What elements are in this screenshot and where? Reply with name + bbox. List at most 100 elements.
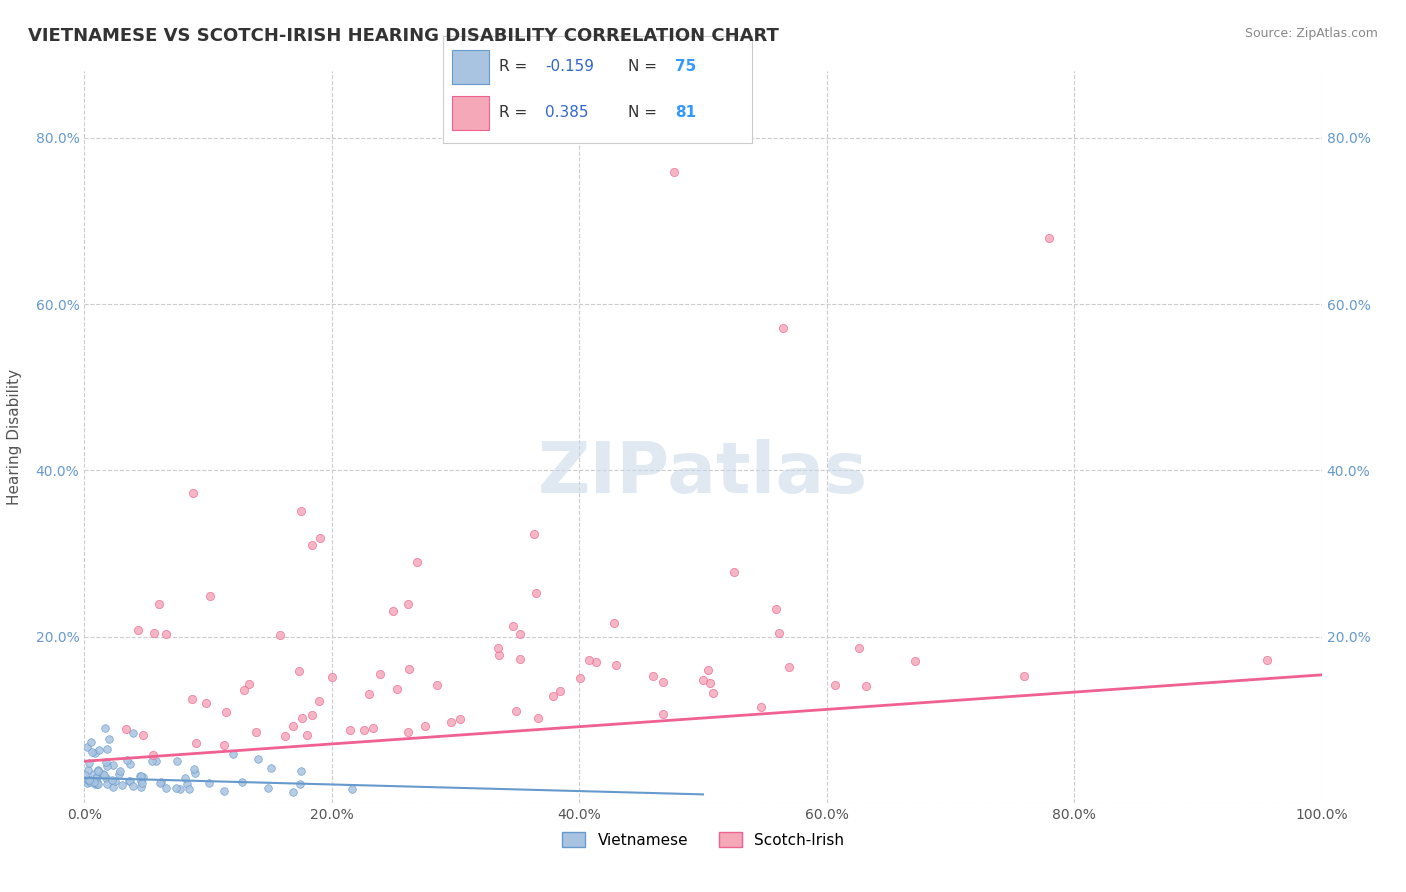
- Point: [523, 526, 546, 541]
- Point: [246, 752, 269, 766]
- Point: [169, 781, 191, 796]
- Point: [488, 648, 510, 662]
- Point: [89, 743, 111, 757]
- Point: [100, 772, 122, 787]
- Point: [87, 763, 110, 777]
- Point: [290, 777, 312, 791]
- Point: [83, 767, 105, 781]
- Point: [149, 775, 172, 789]
- Point: [652, 675, 675, 690]
- Point: [585, 655, 607, 669]
- Point: [398, 662, 420, 676]
- Point: [166, 754, 188, 768]
- Point: [550, 684, 572, 698]
- Text: Source: ZipAtlas.com: Source: ZipAtlas.com: [1244, 27, 1378, 40]
- Point: [200, 589, 222, 603]
- Point: [1256, 653, 1278, 667]
- Point: [297, 728, 319, 742]
- Point: [103, 758, 125, 772]
- Point: [87, 777, 110, 791]
- Point: [848, 640, 870, 655]
- Point: [155, 626, 177, 640]
- Point: [97, 732, 120, 747]
- Point: [77, 773, 100, 788]
- Point: [357, 687, 380, 701]
- Point: [778, 659, 800, 673]
- Point: [257, 780, 280, 795]
- Text: N =: N =: [628, 105, 662, 120]
- Point: [165, 781, 187, 796]
- Point: [288, 665, 311, 679]
- Text: 0.385: 0.385: [546, 105, 589, 120]
- Point: [662, 165, 685, 179]
- Point: [176, 777, 198, 791]
- Point: [212, 738, 235, 752]
- Point: [543, 690, 565, 704]
- Point: [290, 504, 312, 518]
- Point: [79, 775, 101, 789]
- Point: [772, 321, 794, 335]
- Point: [115, 723, 138, 737]
- Point: [290, 764, 312, 779]
- Point: [75, 772, 97, 787]
- Point: [122, 779, 145, 793]
- Point: [505, 704, 527, 718]
- Point: [387, 681, 409, 696]
- Point: [509, 627, 531, 641]
- Point: [76, 772, 98, 787]
- Point: [155, 780, 177, 795]
- Point: [215, 705, 238, 719]
- Point: [524, 586, 547, 600]
- Point: [291, 711, 314, 725]
- Text: ZIPatlas: ZIPatlas: [538, 439, 868, 508]
- Point: [768, 626, 790, 640]
- Point: [77, 763, 100, 777]
- Point: [697, 663, 720, 677]
- Point: [111, 779, 134, 793]
- Point: [82, 745, 104, 759]
- Point: [197, 776, 219, 790]
- Point: [83, 747, 105, 761]
- Point: [131, 776, 153, 790]
- Point: [120, 756, 142, 771]
- Point: [86, 775, 108, 789]
- Point: [361, 721, 384, 735]
- Point: [73, 767, 96, 781]
- Point: [96, 777, 118, 791]
- Point: [259, 761, 281, 775]
- Point: [1014, 669, 1036, 683]
- Point: [104, 773, 127, 788]
- Point: [83, 777, 105, 791]
- Point: [301, 708, 323, 723]
- Point: [751, 699, 773, 714]
- Point: [699, 676, 721, 690]
- Point: [449, 712, 471, 726]
- Text: -0.159: -0.159: [546, 59, 593, 74]
- Point: [127, 623, 149, 637]
- Point: [93, 767, 115, 781]
- Y-axis label: Hearing Disability: Hearing Disability: [7, 369, 21, 505]
- Point: [406, 555, 429, 569]
- Point: [396, 725, 419, 739]
- Point: [121, 726, 143, 740]
- Point: [605, 658, 627, 673]
- Point: [274, 729, 297, 743]
- Point: [145, 754, 167, 768]
- Point: [94, 771, 117, 785]
- Point: [238, 677, 260, 691]
- Point: [183, 763, 205, 777]
- Point: [396, 597, 419, 611]
- Point: [231, 775, 253, 789]
- Bar: [453, 95, 489, 130]
- Text: N =: N =: [628, 59, 662, 74]
- Point: [129, 773, 152, 788]
- Point: [177, 781, 200, 796]
- Point: [128, 769, 150, 783]
- Point: [488, 641, 510, 656]
- Point: [342, 782, 364, 797]
- Point: [527, 711, 550, 725]
- Point: [245, 725, 267, 739]
- Point: [212, 783, 235, 797]
- Point: [382, 604, 405, 618]
- Text: 81: 81: [675, 105, 696, 120]
